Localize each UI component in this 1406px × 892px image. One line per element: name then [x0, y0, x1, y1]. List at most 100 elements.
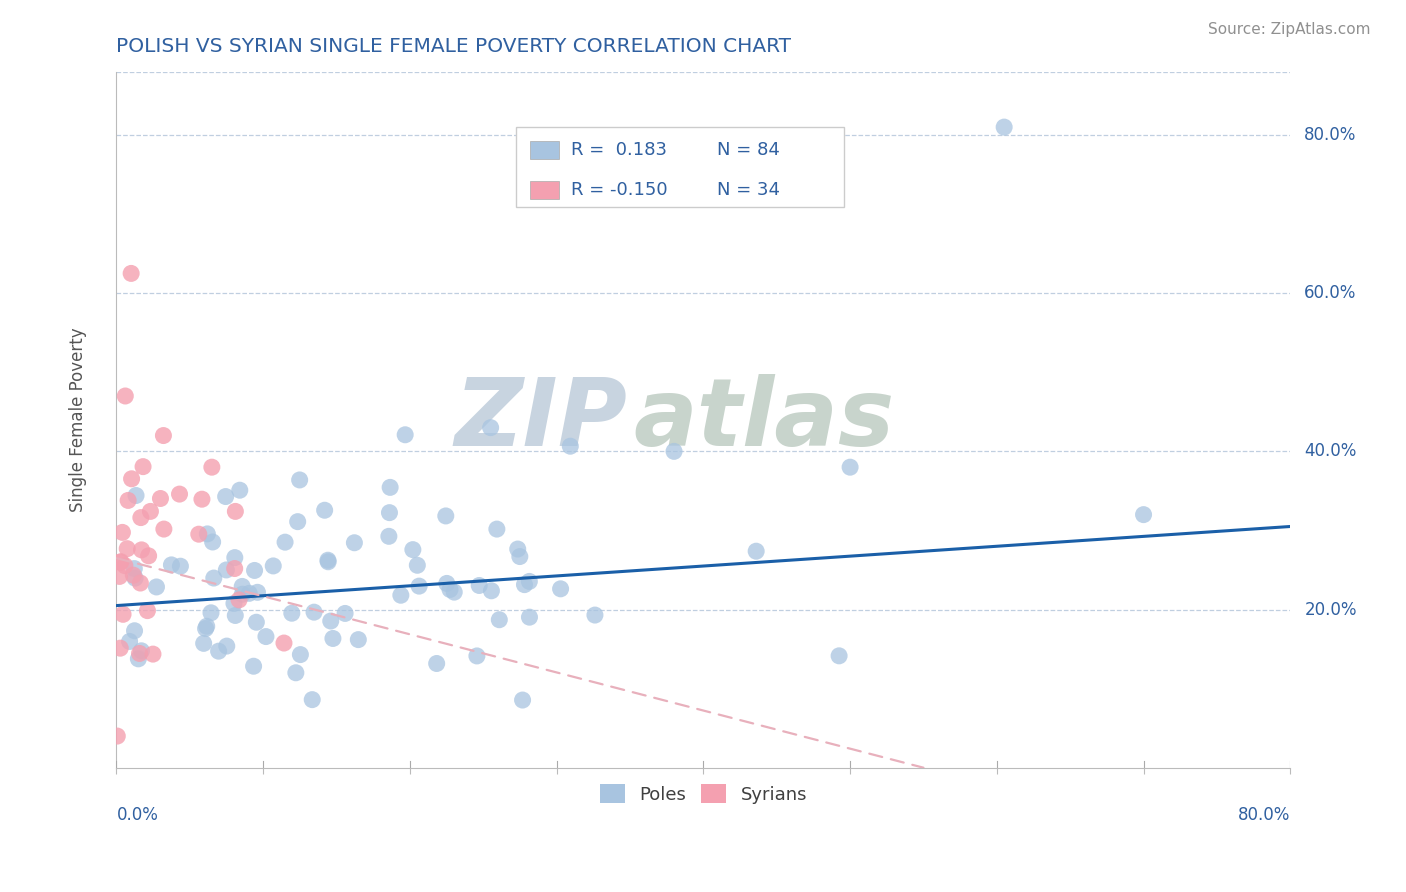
- Point: [200, 606, 222, 620]
- Point: [193, 636, 215, 650]
- Point: [378, 506, 401, 520]
- Text: R = -0.150: R = -0.150: [571, 181, 668, 199]
- Point: [110, 555, 132, 569]
- Point: [242, 659, 264, 673]
- Point: [110, 641, 132, 656]
- Point: [993, 120, 1015, 134]
- Point: [229, 483, 252, 498]
- Point: [207, 644, 229, 658]
- Point: [468, 578, 491, 592]
- Point: [426, 657, 449, 671]
- Text: atlas: atlas: [633, 374, 894, 466]
- Point: [443, 585, 465, 599]
- Point: [246, 585, 269, 599]
- Point: [245, 615, 267, 630]
- Point: [139, 504, 162, 518]
- Point: [274, 535, 297, 549]
- Point: [152, 428, 174, 442]
- Point: [138, 549, 160, 563]
- Point: [187, 527, 209, 541]
- Point: [512, 693, 534, 707]
- Point: [550, 582, 572, 596]
- Point: [302, 605, 325, 619]
- Point: [583, 608, 606, 623]
- Text: R =  0.183: R = 0.183: [571, 141, 666, 159]
- Text: ZIP: ZIP: [454, 374, 627, 466]
- Point: [215, 639, 238, 653]
- Text: Source: ZipAtlas.com: Source: ZipAtlas.com: [1208, 22, 1371, 37]
- Point: [118, 634, 141, 648]
- Point: [378, 480, 401, 494]
- Point: [201, 460, 224, 475]
- Point: [406, 558, 429, 573]
- Point: [114, 558, 136, 573]
- Point: [136, 604, 159, 618]
- Point: [389, 588, 412, 602]
- Point: [160, 558, 183, 572]
- Point: [301, 692, 323, 706]
- Point: [434, 508, 457, 523]
- Point: [481, 583, 503, 598]
- Point: [347, 632, 370, 647]
- Point: [114, 389, 136, 403]
- Point: [124, 624, 146, 638]
- Text: 0.0%: 0.0%: [117, 806, 159, 824]
- Point: [839, 460, 862, 475]
- Point: [519, 610, 541, 624]
- Point: [191, 492, 214, 507]
- Point: [128, 647, 150, 661]
- Point: [316, 553, 339, 567]
- Point: [110, 555, 132, 569]
- Point: [243, 564, 266, 578]
- Point: [1132, 508, 1154, 522]
- Point: [169, 559, 191, 574]
- Point: [254, 630, 277, 644]
- Point: [222, 597, 245, 611]
- Point: [201, 535, 224, 549]
- Point: [479, 420, 502, 434]
- Text: Single Female Poverty: Single Female Poverty: [69, 327, 87, 512]
- Point: [394, 427, 416, 442]
- Text: 60.0%: 60.0%: [1305, 285, 1357, 302]
- Point: [224, 561, 246, 575]
- Point: [314, 503, 336, 517]
- Point: [145, 580, 167, 594]
- Point: [142, 647, 165, 661]
- Point: [408, 579, 430, 593]
- Point: [215, 563, 238, 577]
- Point: [131, 542, 153, 557]
- Point: [284, 665, 307, 680]
- Point: [828, 648, 851, 663]
- Bar: [530, 181, 560, 199]
- Point: [132, 459, 155, 474]
- Point: [436, 576, 458, 591]
- Point: [238, 586, 260, 600]
- Point: [195, 527, 218, 541]
- Point: [402, 542, 425, 557]
- Point: [129, 510, 152, 524]
- Point: [662, 444, 685, 458]
- Point: [153, 522, 176, 536]
- Point: [281, 606, 304, 620]
- Point: [112, 607, 135, 622]
- Point: [202, 571, 225, 585]
- Point: [439, 582, 461, 597]
- Point: [290, 648, 312, 662]
- Point: [115, 541, 138, 556]
- Point: [120, 267, 142, 281]
- Point: [506, 542, 529, 557]
- Point: [108, 569, 131, 583]
- Point: [194, 622, 217, 636]
- Point: [485, 522, 508, 536]
- Legend: Poles, Syrians: Poles, Syrians: [592, 777, 814, 811]
- Point: [378, 529, 401, 543]
- Point: [322, 632, 344, 646]
- Point: [465, 648, 488, 663]
- Point: [195, 619, 218, 633]
- Point: [517, 574, 540, 589]
- Point: [214, 490, 236, 504]
- Point: [231, 587, 253, 601]
- Point: [169, 487, 191, 501]
- Point: [125, 489, 148, 503]
- Point: [149, 491, 172, 506]
